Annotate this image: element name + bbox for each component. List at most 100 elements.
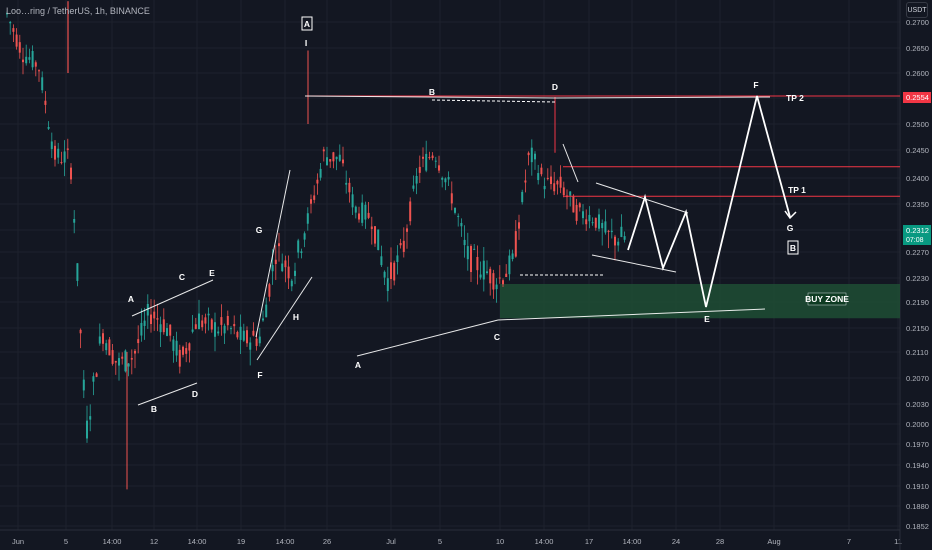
pattern-line xyxy=(595,182,689,214)
candle-body xyxy=(374,226,376,244)
candle-body xyxy=(514,231,517,257)
candle-body xyxy=(425,153,428,171)
candle-body xyxy=(521,191,524,203)
candle-body xyxy=(28,57,31,60)
candle-body xyxy=(393,262,396,281)
candle-body xyxy=(76,263,79,281)
y-tick-label: 0.2450 xyxy=(906,146,929,155)
x-tick-label: 7 xyxy=(847,537,851,546)
candle-body xyxy=(422,156,424,159)
candle-body xyxy=(194,324,197,329)
candle-body xyxy=(159,324,162,333)
candle-body xyxy=(409,201,412,222)
candle-body xyxy=(364,204,367,220)
label-box xyxy=(301,16,313,31)
candle-body xyxy=(111,350,114,364)
candle-body xyxy=(287,266,290,279)
candle-body xyxy=(476,256,479,271)
candle-body xyxy=(121,356,124,359)
candle-body xyxy=(50,141,53,150)
candle-body xyxy=(578,203,581,208)
wave-label: F xyxy=(753,80,758,90)
candle-body xyxy=(137,339,140,344)
candle-body xyxy=(386,278,389,292)
x-tick-label: 12 xyxy=(150,537,158,546)
candle-body xyxy=(220,317,223,325)
candle-body xyxy=(108,339,111,356)
candle-body xyxy=(249,342,252,350)
buy-zone-label: BUY ZONE xyxy=(805,294,849,304)
candle-body xyxy=(265,304,268,318)
candle-body xyxy=(290,280,293,287)
y-tick-label: 0.2350 xyxy=(906,200,929,209)
candle-body xyxy=(134,350,136,354)
candle-body xyxy=(316,179,319,184)
candle-body xyxy=(303,233,306,240)
candle-body xyxy=(230,328,232,330)
y-tick-label: 0.1852 xyxy=(906,522,929,531)
candle-body xyxy=(601,222,604,229)
pattern-line xyxy=(304,95,556,99)
candle-body xyxy=(361,202,364,223)
candle-body xyxy=(534,153,536,160)
x-tick-label: 28 xyxy=(716,537,724,546)
candle-body xyxy=(57,148,60,158)
candle-body xyxy=(236,331,239,338)
candle-body xyxy=(367,212,370,218)
candle-body xyxy=(569,191,572,196)
candle-body xyxy=(470,246,472,273)
y-tick-label: 0.2650 xyxy=(906,44,929,53)
y-tick-label: 0.2000 xyxy=(906,420,929,429)
candle-body xyxy=(591,222,594,224)
candle-body xyxy=(214,322,216,337)
candle-body xyxy=(153,311,156,319)
candle-body xyxy=(572,195,575,213)
candle-body xyxy=(511,253,514,260)
x-tick-label: 11 xyxy=(894,537,902,546)
wave-label: C xyxy=(494,332,500,342)
candle-body xyxy=(399,243,402,246)
candle-body xyxy=(543,185,546,190)
candle-body xyxy=(329,159,332,162)
candle-body xyxy=(585,219,588,225)
candle-body xyxy=(428,157,431,159)
wave-label: A xyxy=(128,294,134,304)
projection-path xyxy=(627,95,791,308)
x-tick-label: 5 xyxy=(438,537,442,546)
candle-body xyxy=(102,333,104,344)
candle-body xyxy=(34,62,37,67)
projection-arrowhead xyxy=(784,210,797,220)
y-tick-label: 0.2150 xyxy=(906,324,929,333)
candle-body xyxy=(354,206,357,213)
currency-button[interactable]: USDT xyxy=(906,2,928,18)
wave-label: G xyxy=(256,225,263,235)
candle-body xyxy=(396,255,399,263)
candle-body xyxy=(169,324,172,336)
candle-body xyxy=(226,315,229,326)
candle-body xyxy=(278,243,280,247)
candle-body xyxy=(466,246,469,260)
candle-body xyxy=(185,348,188,354)
candle-body xyxy=(345,182,348,185)
candle-body xyxy=(31,50,34,68)
candle-body xyxy=(150,314,152,325)
wave-label: E xyxy=(209,268,215,278)
symbol-header[interactable]: Loo…ring / TetherUS, 1h, BINANCE xyxy=(6,6,150,16)
y-tick-label: 0.2500 xyxy=(906,120,929,129)
candle-body xyxy=(402,240,405,252)
candle-body xyxy=(594,217,597,228)
candle-body xyxy=(210,319,213,330)
candle-body xyxy=(598,214,600,229)
candle-body xyxy=(415,175,418,184)
candle-body xyxy=(6,12,8,15)
candle-body xyxy=(15,34,18,47)
pattern-line xyxy=(255,169,291,338)
candle-body xyxy=(73,218,76,223)
candle-body xyxy=(338,154,341,161)
wave-label: G xyxy=(787,223,794,233)
candle-body xyxy=(9,21,12,24)
candle-body xyxy=(178,349,181,367)
candle-body xyxy=(44,100,47,105)
candle-body xyxy=(559,176,562,188)
